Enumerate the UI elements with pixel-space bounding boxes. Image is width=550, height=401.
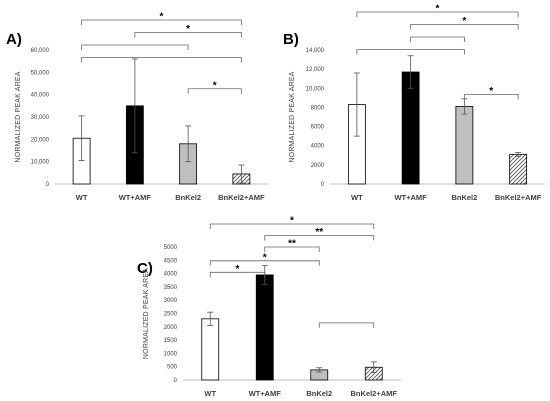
y-tick-label: 14,000	[306, 48, 325, 54]
significance-bracket	[410, 24, 519, 30]
category-label: BnKel2+AMF	[495, 193, 542, 202]
y-tick-label: 10,000	[31, 160, 50, 166]
category-label: WT+AMF	[249, 389, 282, 398]
significance-label: *	[186, 24, 190, 35]
panel-label: A)	[6, 31, 22, 48]
y-tick-label: 1500	[164, 338, 178, 344]
y-tick-label: 8000	[311, 105, 325, 111]
significance-bracket	[463, 94, 519, 100]
significance-label: *	[436, 4, 440, 15]
y-tick-label: 5000	[164, 245, 178, 251]
significance-label: *	[290, 216, 294, 227]
significance-bracket	[187, 88, 242, 94]
category-label: WT	[204, 389, 216, 398]
y-tick-label: 0	[174, 378, 178, 384]
significance-label: *	[489, 86, 493, 97]
y-tick-label: 0	[321, 182, 325, 188]
y-tick-label: 4000	[164, 272, 178, 278]
y-tick-label: 4500	[164, 258, 178, 264]
y-tick-label: 30,000	[31, 115, 50, 121]
significance-bracket	[264, 235, 375, 241]
y-tick-label: 2000	[164, 325, 178, 331]
y-axis-label: NORMALIZED PEAK AREA	[289, 71, 296, 162]
significance-bracket	[264, 246, 320, 252]
y-tick-label: 3500	[164, 285, 178, 291]
significance-bracket	[81, 19, 242, 25]
category-label: BnKel2	[175, 193, 201, 202]
significance-bracket	[356, 11, 519, 17]
y-tick-label: 4000	[311, 144, 325, 150]
category-label: WT+AMF	[394, 193, 427, 202]
y-tick-label: 10,000	[306, 86, 325, 92]
significance-bracket	[318, 322, 375, 328]
bar-bnkel2-plus-amf	[509, 153, 528, 185]
significance-label: *	[263, 252, 267, 263]
category-label: BnKel2	[306, 389, 332, 398]
y-tick-label: 20,000	[31, 137, 50, 143]
significance-bracket	[410, 36, 465, 42]
category-label: BnKel2+AMF	[351, 389, 398, 398]
significance-label: *	[462, 16, 466, 27]
significance-bracket	[81, 44, 189, 50]
y-tick-label: 40,000	[31, 93, 50, 99]
y-tick-label: 1000	[164, 351, 178, 357]
significance-label: *	[213, 80, 217, 91]
y-tick-label: 2000	[311, 163, 325, 169]
significance-label: **	[288, 239, 296, 250]
y-axis-label: NORMALIZED PEAK AREA	[15, 71, 22, 162]
bar-bnkel2	[455, 106, 474, 185]
y-tick-label: 60,000	[31, 48, 50, 54]
significance-bracket	[209, 223, 375, 229]
category-label: WT	[351, 193, 363, 202]
panel-label: C)	[137, 260, 153, 277]
significance-bracket	[209, 271, 266, 278]
bar-wt	[201, 318, 220, 381]
chart-panel-1: A) 0 10,000 20,000 30,000 40,000 50,000 60,000 N…	[6, 12, 268, 202]
category-label: BnKel2	[451, 193, 477, 202]
y-tick-label: 2500	[164, 312, 178, 318]
y-tick-label: 500	[167, 365, 178, 371]
category-label: WT	[76, 193, 88, 202]
y-tick-label: 3000	[164, 298, 178, 304]
bar-wt-plus-amf	[255, 274, 274, 381]
y-tick-label: 0	[46, 182, 50, 188]
chart-panel-2: B) 0 2000 4000 6000 8000 10,000 12,000 14,000 NOR…	[283, 4, 545, 202]
significance-bracket	[356, 49, 465, 55]
y-tick-label: 50,000	[31, 70, 50, 76]
significance-bracket	[81, 57, 242, 63]
category-label: WT+AMF	[119, 193, 152, 202]
significance-bracket	[134, 32, 242, 38]
significance-label: *	[236, 264, 240, 275]
bar-wt-plus-amf	[401, 71, 420, 185]
chart-panel-3: C) 0 500 1000 1500 2000 2500 3000 3500 4000 4500 50…	[137, 216, 401, 398]
significance-label: *	[160, 12, 164, 23]
y-axis-label: NORMALIZED PEAK AREA	[143, 268, 150, 359]
significance-bracket	[209, 260, 320, 266]
y-tick-label: 6000	[311, 125, 325, 131]
y-tick-label: 12,000	[306, 67, 325, 73]
significance-label: **	[315, 227, 323, 238]
category-label: BnKel2+AMF	[218, 193, 265, 202]
panel-label: B)	[283, 31, 299, 48]
